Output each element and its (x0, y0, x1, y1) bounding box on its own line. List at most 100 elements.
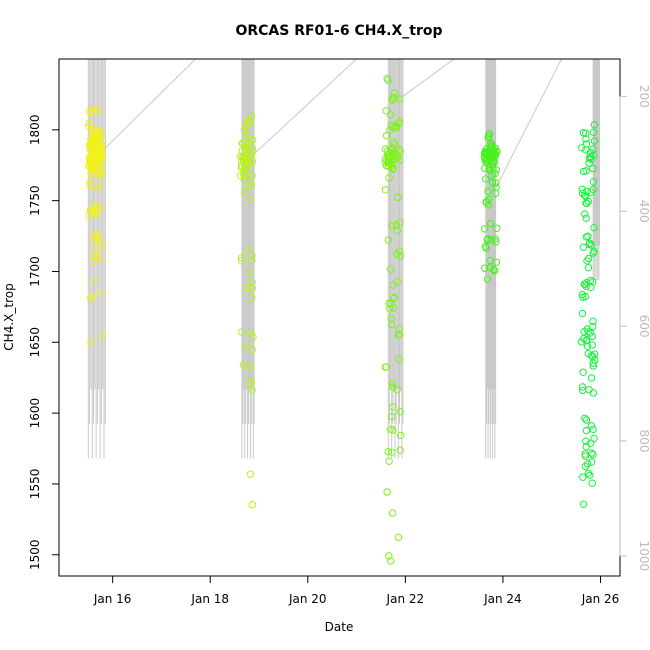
data-point (388, 222, 396, 230)
data-point (493, 224, 501, 233)
data-point (586, 152, 595, 161)
data-point (94, 206, 102, 214)
data-point (585, 154, 593, 162)
data-point (585, 159, 593, 168)
ferry-line (402, 59, 455, 97)
data-point (583, 257, 591, 265)
data-point (242, 163, 251, 172)
x-axis-title: Date (325, 620, 354, 634)
y2-tick-label: 200 (637, 85, 650, 108)
data-point (589, 317, 597, 325)
data-point (242, 149, 250, 157)
data-point (382, 107, 390, 115)
plot-frame (58, 58, 621, 577)
data-point (98, 239, 106, 247)
data-point (90, 205, 99, 213)
data-point (582, 437, 590, 445)
y2-tick-label: 1000 (637, 541, 650, 572)
data-point (584, 469, 593, 477)
y-tick-label: 1800 (28, 115, 42, 146)
data-point (238, 254, 246, 262)
data-point (590, 224, 598, 232)
data-point (397, 431, 405, 439)
data-point (85, 140, 94, 149)
data-point (248, 144, 257, 152)
data-point (589, 178, 598, 186)
y-axis: 1500 1550 1600 1650 1700 1750 1800 (28, 115, 60, 570)
data-point (481, 164, 489, 172)
data-point (492, 238, 500, 246)
data-point (93, 184, 101, 192)
data-point (382, 161, 391, 170)
data-point (484, 235, 492, 243)
data-point (396, 252, 405, 260)
data-point (388, 448, 396, 456)
data-point (247, 377, 256, 385)
data-point (386, 265, 395, 273)
data-point (388, 96, 397, 104)
data-point (396, 446, 404, 454)
data-point (589, 128, 598, 136)
data-point (484, 187, 492, 196)
data-point (246, 470, 255, 478)
data-point (85, 122, 93, 131)
data-point (482, 198, 490, 206)
data-point (386, 111, 395, 119)
data-point (581, 414, 589, 422)
data-point (95, 169, 104, 178)
data-point (583, 460, 592, 468)
data-point (578, 383, 587, 391)
data-point (485, 132, 493, 140)
pressure-traces (87, 59, 600, 459)
data-point (582, 443, 590, 451)
y2-tick-label: 800 (637, 430, 650, 453)
data-point (588, 341, 596, 349)
data-point (85, 181, 94, 190)
data-point (482, 175, 490, 183)
data-point (491, 169, 499, 178)
data-point (386, 148, 395, 157)
data-point (97, 162, 106, 170)
data-point (91, 239, 99, 248)
data-point (248, 256, 256, 265)
data-point (92, 210, 101, 218)
data-point (582, 129, 590, 138)
data-point (386, 425, 395, 433)
data-point (387, 299, 395, 308)
data-point (94, 200, 102, 209)
data-point (396, 408, 404, 416)
data-point (385, 457, 393, 465)
y-tick-label: 1500 (28, 539, 42, 570)
y2-tick-label: 400 (637, 200, 650, 223)
data-point (386, 305, 394, 313)
data-point (388, 509, 397, 517)
data-point (389, 403, 397, 411)
data-point (245, 182, 253, 191)
x-tick-label: Jan 16 (93, 592, 132, 606)
data-point (586, 239, 594, 248)
data-point (582, 416, 591, 424)
data-point (97, 244, 105, 253)
data-point (245, 136, 254, 144)
data-point (589, 362, 597, 370)
data-point (582, 167, 590, 175)
y-tick-label: 1650 (28, 327, 42, 358)
data-point (243, 284, 252, 292)
data-point (578, 144, 586, 152)
data-point (388, 379, 396, 388)
data-point (387, 557, 395, 565)
data-point (381, 158, 390, 167)
data-point (383, 488, 391, 496)
data-point (492, 166, 500, 174)
data-point (590, 137, 599, 145)
data-point (589, 389, 598, 397)
data-point (582, 146, 590, 154)
data-point (86, 206, 95, 214)
data-point (389, 123, 397, 131)
data-point (241, 171, 250, 179)
data-point (482, 244, 490, 252)
data-point (248, 500, 257, 509)
plot-area (85, 59, 600, 565)
data-point (582, 426, 591, 435)
